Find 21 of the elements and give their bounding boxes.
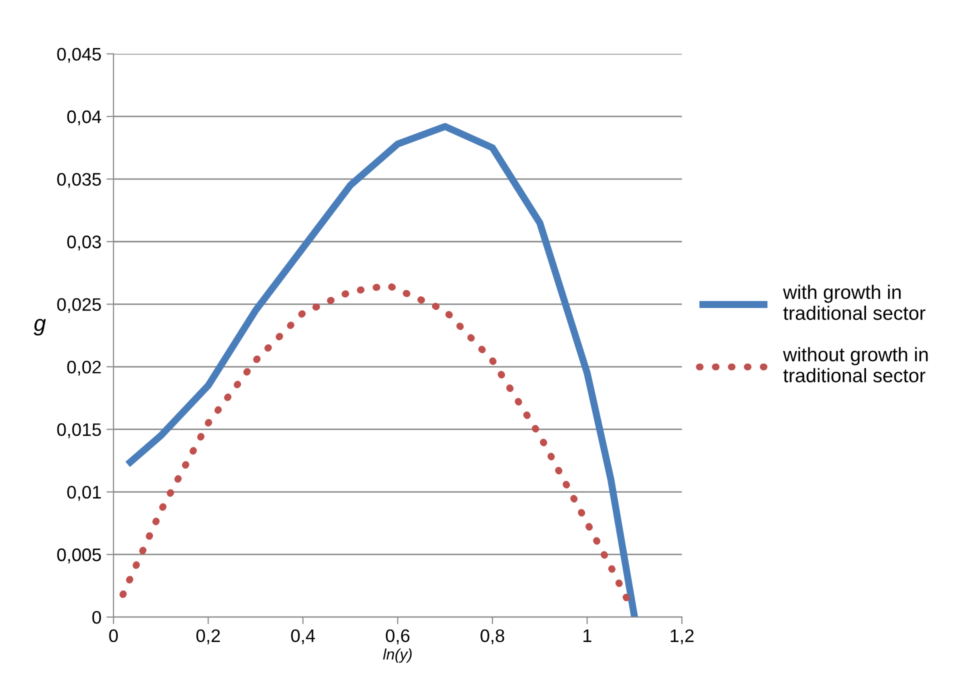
y-tick-label: 0,04 [67,110,102,126]
y-tick-label: 0,03 [67,236,101,250]
y-tick-label: 0,02 [67,360,101,376]
y-tick-label: 0 [92,610,101,624]
x-tick-label: 0,2 [196,629,220,644]
y-tick-label: 0,01 [67,486,101,501]
y-tick-label: 0,045 [57,48,101,63]
x-tick-label: 0 [109,629,118,642]
y-tick-label: 0,005 [57,548,101,564]
x-tick-label: 1 [584,630,592,642]
x-tick-label: 0,6 [386,629,410,644]
y-tick-label: 0,025 [57,298,101,314]
legend-label: without growth in traditional sector [782,347,928,382]
legend-label: with growth in traditional sector [782,284,926,320]
y-tick-label: 0,015 [57,423,101,438]
x-tick-label: 1,2 [670,629,694,644]
x-axis-title: ln(y) [383,648,412,663]
y-tick-label: 0,035 [57,172,101,188]
x-tick-label: 0,8 [480,629,504,644]
x-tick-label: 0,4 [291,629,315,644]
y-axis-title: g [34,318,46,336]
